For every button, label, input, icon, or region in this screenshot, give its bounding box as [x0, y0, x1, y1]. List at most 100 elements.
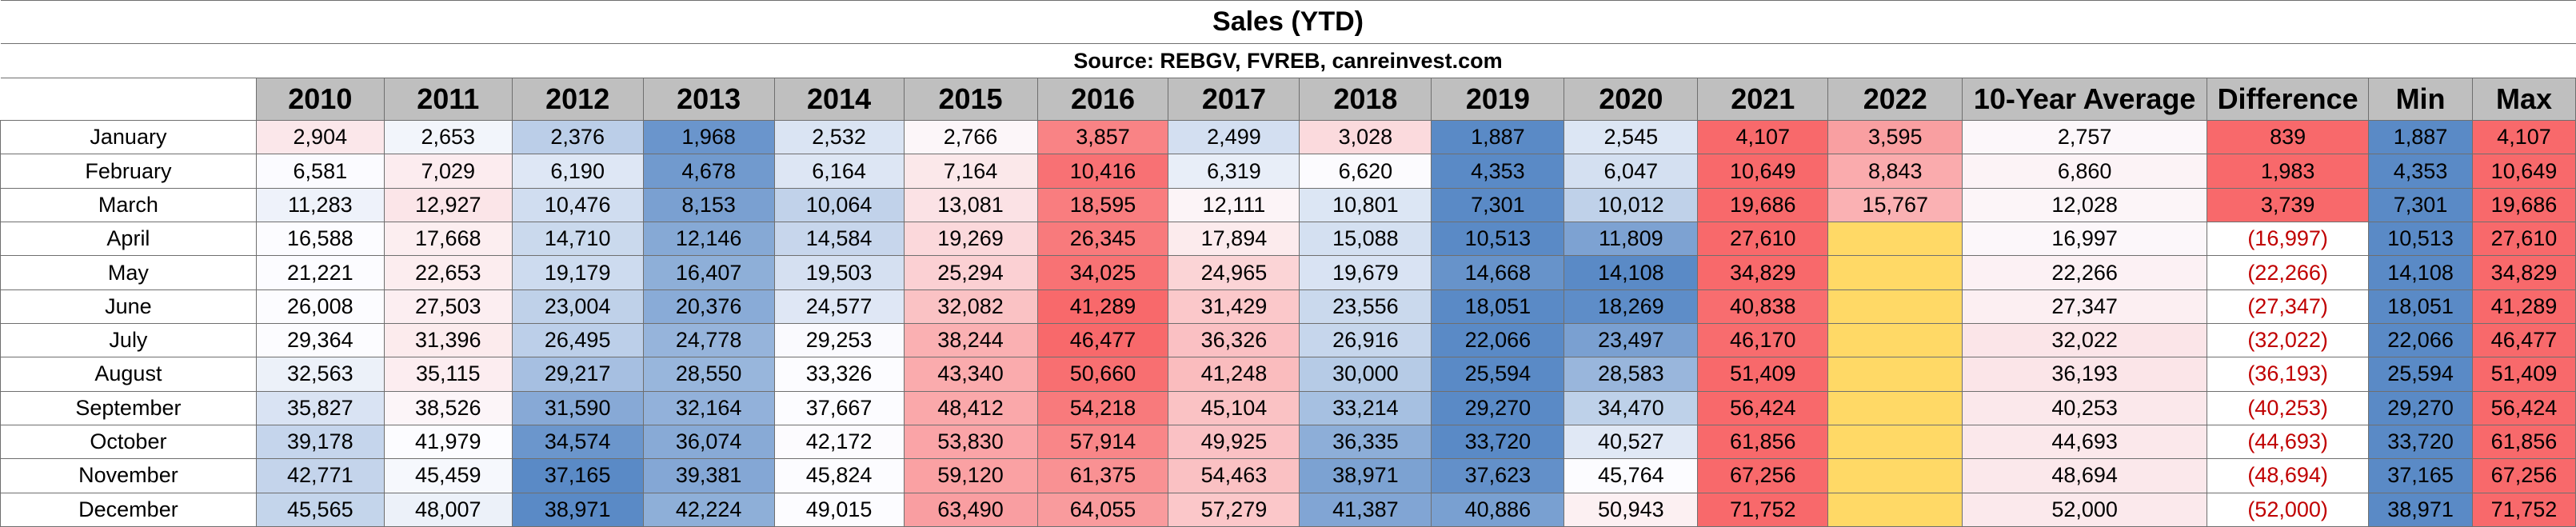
- row-label: May: [0, 255, 257, 290]
- table-row-june: June 26,008 27,503 23,004 20,376 24,577 32,082…: [0, 289, 2576, 324]
- table-cell: 38,971: [2368, 492, 2473, 527]
- table-cell: 25,294: [903, 255, 1038, 290]
- table-cell: 1,887: [2368, 120, 2473, 155]
- table-cell: 34,829: [2471, 255, 2576, 290]
- row-label: October: [0, 424, 257, 460]
- table-cell: 31,429: [1168, 289, 1300, 324]
- table-cell: 42,172: [773, 424, 905, 460]
- table-cell: [1827, 492, 1963, 527]
- table-cell: 33,326: [773, 357, 905, 392]
- chart-title: Sales (YTD): [0, 0, 2576, 45]
- table-cell: 19,686: [1697, 187, 1829, 223]
- column-header-2015: 2015: [903, 77, 1038, 122]
- table-cell: 18,051: [2368, 289, 2473, 324]
- table-cell: 56,424: [1697, 390, 1829, 425]
- table-cell: 40,886: [1431, 492, 1565, 527]
- table-cell: 38,971: [1299, 458, 1432, 493]
- table-cell: 11,283: [255, 187, 385, 223]
- table-cell: 3,739: [2207, 187, 2370, 223]
- table-cell: 57,914: [1036, 424, 1169, 460]
- table-cell: 7,029: [383, 154, 513, 189]
- table-cell: 37,667: [773, 390, 905, 425]
- table-cell: 10,012: [1564, 187, 1699, 223]
- table-cell: 10,649: [2471, 154, 2576, 189]
- table-row-march: March 11,283 12,927 10,476 8,153 10,064 13,081…: [0, 187, 2576, 223]
- table-cell: 12,111: [1168, 187, 1300, 223]
- table-cell: 54,463: [1168, 458, 1300, 493]
- table-cell: 7,301: [2368, 187, 2473, 223]
- table-cell: 31,396: [383, 322, 513, 358]
- table-row-january: January 2,904 2,653 2,376 1,968 2,532 2,766 3,8…: [0, 120, 2576, 155]
- table-cell: 6,164: [773, 154, 905, 189]
- table-cell: 29,270: [1431, 390, 1565, 425]
- table-cell: 29,253: [773, 322, 905, 358]
- column-header-2019: 2019: [1431, 77, 1565, 122]
- table-cell: 13,081: [903, 187, 1038, 223]
- table-row-may: May 21,221 22,653 19,179 16,407 19,503 25,294 3…: [0, 255, 2576, 290]
- table-cell: 38,971: [511, 492, 644, 527]
- table-cell: 14,668: [1431, 255, 1565, 290]
- table-cell: 29,217: [511, 357, 644, 392]
- chart-source: Source: REBGV, FVREB, canreinvest.com: [0, 43, 2576, 78]
- table-cell: 10,064: [773, 187, 905, 223]
- column-header-2013: 2013: [642, 77, 775, 122]
- table-cell: 22,066: [1431, 322, 1565, 358]
- table-cell: 25,594: [1431, 357, 1565, 392]
- table-cell: 27,610: [1697, 222, 1829, 257]
- table-cell: 41,289: [2471, 289, 2576, 324]
- column-header-2016: 2016: [1036, 77, 1169, 122]
- table-cell: 54,218: [1036, 390, 1169, 425]
- table-cell: 41,387: [1299, 492, 1432, 527]
- table-cell: 19,179: [511, 255, 644, 290]
- table-cell: 48,412: [903, 390, 1038, 425]
- table-cell: 64,055: [1036, 492, 1169, 527]
- column-header-max: Max: [2471, 77, 2576, 122]
- table-cell: 42,771: [255, 458, 385, 493]
- table-cell: 30,000: [1299, 357, 1432, 392]
- table-cell: 40,253: [1962, 390, 2208, 425]
- table-cell: 7,301: [1431, 187, 1565, 223]
- table-cell: 50,660: [1036, 357, 1169, 392]
- table-cell: 52,000: [1962, 492, 2208, 527]
- column-header-2010: 2010: [255, 77, 385, 122]
- table-cell: 11,809: [1564, 222, 1699, 257]
- table-cell: (32,022): [2207, 322, 2370, 358]
- table-cell: 25,594: [2368, 357, 2473, 392]
- table-cell: 6,319: [1168, 154, 1300, 189]
- table-cell: 18,269: [1564, 289, 1699, 324]
- table-row-september: September 35,827 38,526 31,590 32,164 37,667 4…: [0, 390, 2576, 425]
- table-cell: 1,968: [642, 120, 775, 155]
- table-cell: 36,335: [1299, 424, 1432, 460]
- table-cell: 19,686: [2471, 187, 2576, 223]
- table-cell: 39,381: [642, 458, 775, 493]
- table-cell: 49,015: [773, 492, 905, 527]
- table-cell: 28,550: [642, 357, 775, 392]
- table-cell: (40,253): [2207, 390, 2370, 425]
- table-cell: [1827, 289, 1963, 324]
- table-cell: 10,476: [511, 187, 644, 223]
- table-cell: 35,827: [255, 390, 385, 425]
- table-cell: 32,082: [903, 289, 1038, 324]
- table-cell: 17,668: [383, 222, 513, 257]
- table-cell: 63,490: [903, 492, 1038, 527]
- table-cell: 45,764: [1564, 458, 1699, 493]
- table-cell: 6,581: [255, 154, 385, 189]
- table-cell: 12,028: [1962, 187, 2208, 223]
- table-cell: 21,221: [255, 255, 385, 290]
- table-cell: 10,513: [2368, 222, 2473, 257]
- table-cell: 1,887: [1431, 120, 1565, 155]
- table-cell: 49,925: [1168, 424, 1300, 460]
- table-cell: 41,979: [383, 424, 513, 460]
- table-cell: 32,164: [642, 390, 775, 425]
- table-cell: [1827, 424, 1963, 460]
- table-cell: 71,752: [2471, 492, 2576, 527]
- table-cell: 46,477: [1036, 322, 1169, 358]
- table-cell: 10,513: [1431, 222, 1565, 257]
- table-cell: 22,266: [1962, 255, 2208, 290]
- table-cell: 35,115: [383, 357, 513, 392]
- table-cell: 34,829: [1697, 255, 1829, 290]
- table-cell: 26,345: [1036, 222, 1169, 257]
- table-row-august: August 32,563 35,115 29,217 28,550 33,326 43,3…: [0, 357, 2576, 392]
- table-cell: 2,766: [903, 120, 1038, 155]
